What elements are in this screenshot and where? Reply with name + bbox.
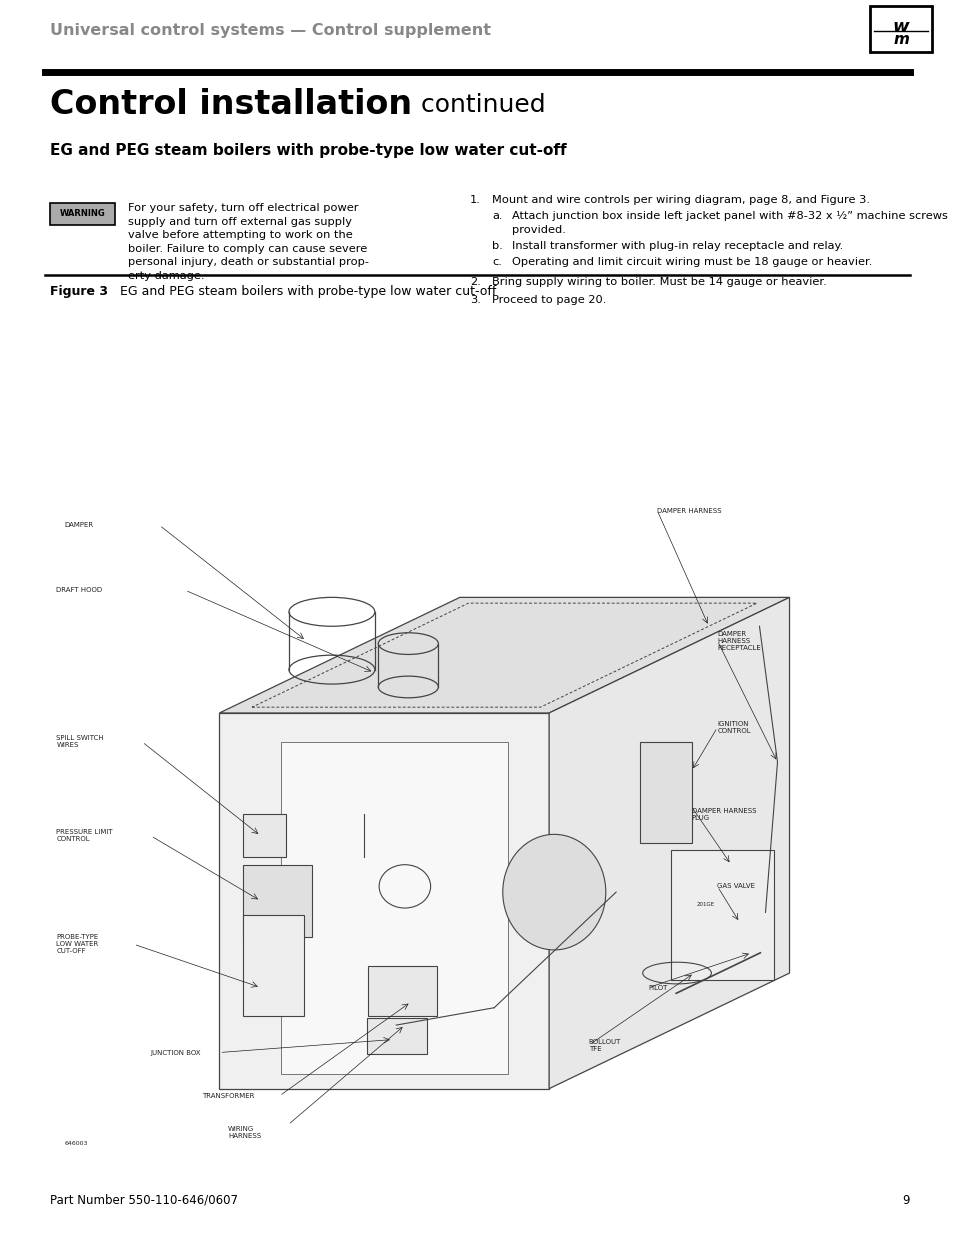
Text: Attach junction box inside left jacket panel with #8‑32 x ½” machine screws: Attach junction box inside left jacket p… [512,211,947,221]
Text: Mount and wire controls per wiring diagram, page 8, and Figure 3.: Mount and wire controls per wiring diagr… [492,195,869,205]
Bar [670,850,773,981]
Text: 1.: 1. [470,195,480,205]
Bar [243,814,286,857]
Text: EG and PEG steam boilers with probe-type low water cut-off: EG and PEG steam boilers with probe-type… [50,142,566,158]
Text: Universal control systems — Control supplement: Universal control systems — Control supp… [50,22,491,37]
Text: 3.: 3. [470,295,480,305]
Text: Part Number 550-110-646/0607: Part Number 550-110-646/0607 [50,1193,237,1207]
Text: DRAFT HOOD: DRAFT HOOD [56,587,102,593]
Text: TRANSFORMER: TRANSFORMER [202,1093,254,1099]
Text: PROBE-TYPE
LOW WATER
CUT-OFF: PROBE-TYPE LOW WATER CUT-OFF [56,934,98,955]
Text: provided.: provided. [512,225,565,235]
Text: For your safety, turn off electrical power
supply and turn off external gas supp: For your safety, turn off electrical pow… [128,203,369,282]
Text: 9: 9 [902,1193,909,1207]
Bar [869,6,931,52]
Text: w: w [892,19,908,36]
Polygon shape [281,742,507,1074]
Text: Figure 3: Figure 3 [50,285,108,298]
Bar [639,742,691,844]
Text: ROLLOUT
TFE: ROLLOUT TFE [588,1039,620,1052]
Bar [243,864,312,937]
Polygon shape [549,598,789,1089]
Text: PILOT: PILOT [648,984,667,990]
Bar [243,915,303,1016]
Text: 201GE: 201GE [696,902,714,906]
Text: Proceed to page 20.: Proceed to page 20. [492,295,606,305]
Text: 2.: 2. [470,277,480,287]
Text: PRESSURE LIMIT
CONTROL: PRESSURE LIMIT CONTROL [56,829,112,842]
Text: 646003: 646003 [65,1141,89,1146]
Text: GAS VALVE: GAS VALVE [717,883,755,889]
Text: EG and PEG steam boilers with probe-type low water cut-off: EG and PEG steam boilers with probe-type… [120,285,496,298]
Text: IGNITION
CONTROL: IGNITION CONTROL [717,721,750,734]
Text: Control installation: Control installation [50,89,412,121]
Text: JUNCTION BOX: JUNCTION BOX [151,1050,201,1056]
Text: DAMPER HARNESS: DAMPER HARNESS [657,508,721,514]
Polygon shape [219,713,549,1089]
Text: DAMPER
HARNESS
RECEPTACLE: DAMPER HARNESS RECEPTACLE [717,631,760,651]
Polygon shape [219,598,789,713]
Text: Operating and limit circuit wiring must be 18 gauge or heavier.: Operating and limit circuit wiring must … [512,257,871,267]
Bar [368,966,436,1016]
Text: b.: b. [492,241,502,251]
Text: m: m [892,32,908,47]
Text: Install transformer with plug-in relay receptacle and relay.: Install transformer with plug-in relay r… [512,241,842,251]
Text: c.: c. [492,257,501,267]
Text: a.: a. [492,211,502,221]
Ellipse shape [502,835,605,950]
Text: SPILL SWITCH
WIRES: SPILL SWITCH WIRES [56,735,104,748]
Text: DAMPER HARNESS
PLUG: DAMPER HARNESS PLUG [691,808,756,820]
Text: Bring supply wiring to boiler. Must be 14 gauge or heavier.: Bring supply wiring to boiler. Must be 1… [492,277,826,287]
Text: DAMPER: DAMPER [65,522,94,529]
Bar [367,1018,427,1053]
Text: WIRING
HARNESS: WIRING HARNESS [228,1125,261,1139]
Bar [50,203,115,225]
Text: continued: continued [413,93,545,117]
Text: WARNING: WARNING [60,210,106,219]
